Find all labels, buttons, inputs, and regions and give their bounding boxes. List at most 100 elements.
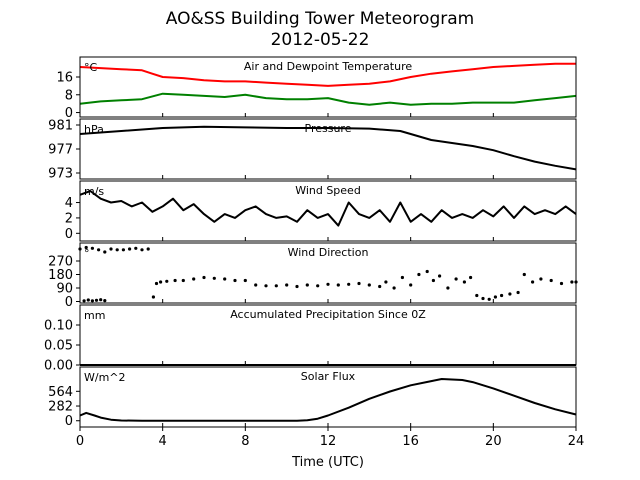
data-point <box>431 278 435 283</box>
x-tick-label: 24 <box>568 434 585 449</box>
y-tick-label: 0.00 <box>44 359 73 374</box>
data-point <box>212 276 216 280</box>
data-point <box>438 274 442 278</box>
data-point <box>254 283 258 287</box>
data-point <box>487 297 491 301</box>
data-point <box>103 299 107 303</box>
y-tick-label: 981 <box>48 119 73 134</box>
data-point <box>86 298 90 302</box>
data-point <box>522 272 526 277</box>
data-point <box>357 281 361 286</box>
y-tick-label: 0.05 <box>44 339 73 354</box>
data-point <box>493 295 497 299</box>
data-point <box>336 283 340 287</box>
panel-series <box>79 190 577 227</box>
x-tick-label: 8 <box>241 434 249 449</box>
y-tick-label: 4 <box>65 196 73 211</box>
x-axis: 0 4 8 12 16 20 24 <box>76 427 584 449</box>
data-point <box>316 284 320 288</box>
y-tick-label: 2 <box>65 211 73 226</box>
panel: 0 8 16 °C Air and Dewpoint Temperature <box>56 56 577 121</box>
y-tick-label: 977 <box>48 143 73 158</box>
data-point <box>159 280 163 284</box>
data-point <box>454 277 458 281</box>
data-point <box>462 280 466 284</box>
panel-title: Wind Speed <box>295 184 361 197</box>
y-tick-label: 0 <box>65 106 73 121</box>
panel-title: Air and Dewpoint Temperature <box>244 60 412 73</box>
data-point <box>531 280 535 284</box>
panel: 973 977 981 hPa Pressure <box>48 118 577 182</box>
data-point <box>243 278 247 283</box>
data-point <box>500 293 504 298</box>
data-point <box>516 290 520 295</box>
panel-unit: ° <box>84 247 90 260</box>
data-point <box>134 246 138 250</box>
data-point <box>481 296 485 301</box>
data-point <box>417 272 421 277</box>
data-point <box>539 277 543 281</box>
panel-series <box>79 378 577 422</box>
y-tick-label: 0 <box>65 414 73 429</box>
data-point <box>151 295 155 299</box>
x-tick-label: 0 <box>76 434 84 449</box>
panel-unit: m/s <box>84 185 104 198</box>
y-tick-label: 564 <box>48 385 73 400</box>
data-point <box>121 248 125 252</box>
data-point <box>378 284 382 289</box>
data-point <box>84 245 88 250</box>
chart-panels: 0 8 16 °C Air and Dewpoint Temperature 973 977… <box>44 56 578 429</box>
data-point <box>181 278 185 283</box>
data-point <box>367 283 371 287</box>
panel-series <box>79 62 577 106</box>
panel-title: Wind Direction <box>288 246 369 259</box>
y-tick-label: 270 <box>48 255 73 270</box>
data-point <box>82 299 86 303</box>
y-tick-label: 0 <box>65 295 73 310</box>
panel-unit: hPa <box>84 123 104 136</box>
data-point <box>99 298 103 302</box>
data-point <box>233 278 237 283</box>
y-tick-label: 90 <box>56 282 73 297</box>
panel: 0.00 0.05 0.10 mm Accumulated Precipitation … <box>44 304 577 374</box>
data-point <box>295 284 299 289</box>
panel: 024 m/s Wind Speed <box>65 180 577 242</box>
data-point <box>173 278 177 283</box>
data-point <box>90 299 94 303</box>
data-point <box>409 283 413 287</box>
data-point <box>264 284 268 288</box>
data-point <box>400 275 404 280</box>
panel-title: Accumulated Precipitation Since 0Z <box>230 308 426 321</box>
panel-series <box>79 125 577 171</box>
data-point <box>347 282 351 286</box>
x-tick-label: 12 <box>320 434 337 449</box>
data-point <box>475 293 479 298</box>
data-point <box>559 281 564 286</box>
data-point <box>94 298 99 302</box>
data-point <box>384 280 388 284</box>
data-point <box>140 248 144 252</box>
y-tick-label: 180 <box>48 268 73 283</box>
data-point <box>425 269 429 274</box>
panel-series <box>78 245 578 303</box>
x-tick-label: 16 <box>402 434 419 449</box>
x-tick-label: 20 <box>485 434 502 449</box>
x-tick-label: 4 <box>159 434 167 449</box>
series-line <box>79 62 576 87</box>
data-point <box>326 282 330 286</box>
y-tick-label: 973 <box>48 167 73 182</box>
data-point <box>549 278 553 283</box>
panel-title: Pressure <box>305 122 352 135</box>
y-tick-label: 0 <box>65 227 73 242</box>
panel-title: Solar Flux <box>301 370 356 383</box>
data-point <box>469 275 473 280</box>
data-point <box>223 277 227 281</box>
series-line <box>79 92 577 106</box>
y-tick-label: 282 <box>48 400 73 415</box>
data-point <box>154 281 159 286</box>
series-line <box>79 378 577 422</box>
chart-title: AO&SS Building Tower Meteorogram <box>166 9 474 29</box>
panel-unit: °C <box>84 61 98 74</box>
